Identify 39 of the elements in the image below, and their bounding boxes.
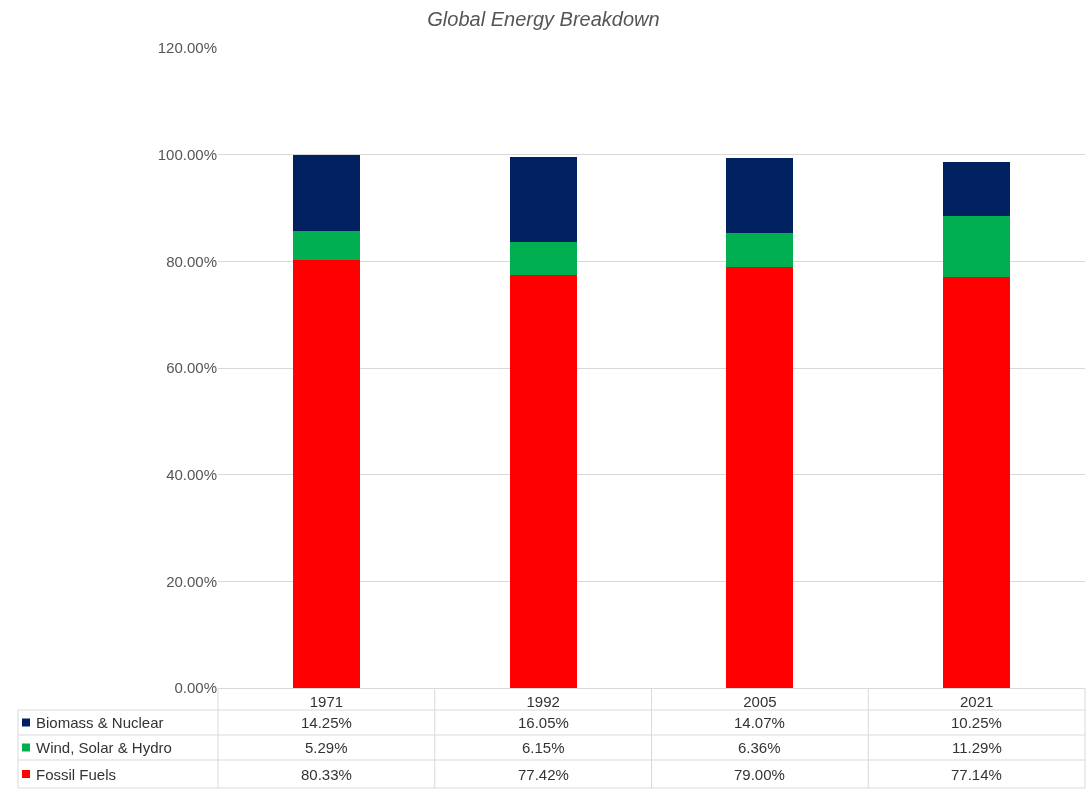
y-tick-label: 80.00% [166,252,217,270]
bar [292,259,360,688]
bar [726,157,794,233]
data-label: 5.29% [305,739,348,756]
data-label: 77.14% [951,766,1002,783]
x-tick-label: 1971 [309,693,344,710]
bar [943,216,1011,277]
bar [943,276,1011,688]
data-label: 6.36% [738,739,781,756]
y-tick-label: 120.00% [157,39,217,57]
legend-label: Fossil Fuels [36,766,117,783]
bar [292,231,360,260]
x-tick-label: 1992 [526,693,560,710]
bar [726,232,794,267]
y-tick-label: 20.00% [166,572,217,590]
bar [509,156,577,243]
chart-title: Global Energy Breakdown [427,7,660,30]
y-tick-label: 0.00% [174,679,217,697]
bar [726,266,794,688]
data-label: 77.42% [518,766,569,783]
data-label: 11.29% [952,739,1002,756]
x-tick-label: 2021 [959,693,994,710]
data-label: 14.07% [734,714,785,731]
bar [292,155,360,232]
bar [943,161,1011,217]
data-label: 16.05% [518,714,569,731]
bar [509,275,577,688]
data-label: 80.33% [301,766,352,783]
bar [509,242,577,276]
y-tick-label: 100.00% [157,145,217,163]
data-label: 10.25% [951,714,1002,731]
y-tick-label: 60.00% [166,359,217,377]
data-label: 79.00% [734,766,785,783]
data-label: 14.25% [301,714,352,731]
data-label: 6.15% [522,739,565,756]
x-tick-label: 2005 [743,693,777,710]
legend-label: Biomass & Nuclear [36,714,164,731]
y-tick-label: 40.00% [166,465,217,483]
legend-label: Wind, Solar & Hydro [36,739,172,756]
